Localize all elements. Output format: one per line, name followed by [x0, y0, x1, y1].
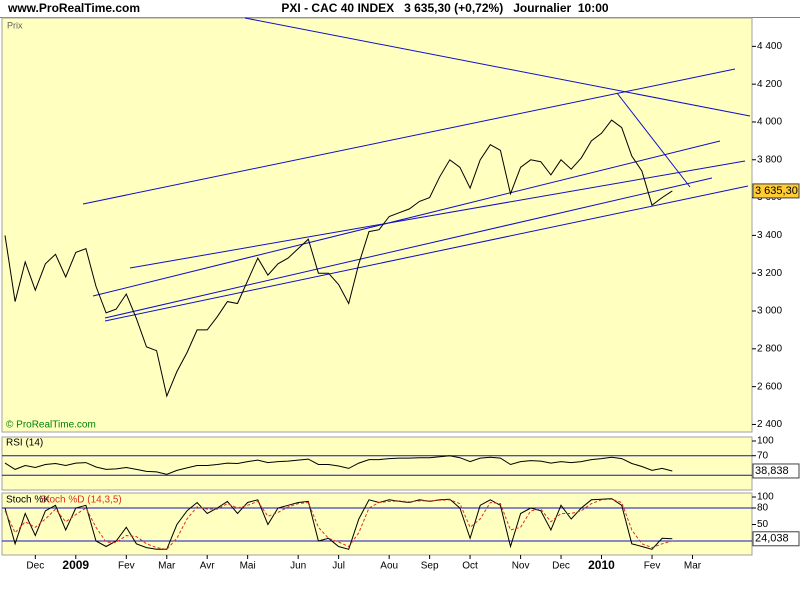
value-tag: 24,038: [755, 533, 789, 545]
y-tick-label: 2 400: [757, 419, 782, 430]
series-line: [4, 119, 673, 398]
x-tick-label: Dec: [552, 561, 570, 572]
x-tick-label: Fev: [644, 561, 661, 572]
trend-line: [244, 17, 751, 117]
trend-line: [104, 177, 713, 319]
y-tick-label: 4 200: [757, 79, 782, 90]
legend-label: Stoch %D (14,3,5): [40, 495, 122, 506]
y-tick-label: 2 800: [757, 343, 782, 354]
x-tick-label: Aou: [380, 561, 398, 572]
y-tick-label: 2 600: [757, 381, 782, 392]
x-tick-label: 2010: [588, 558, 615, 572]
x-tick-label: Fev: [118, 561, 135, 572]
rsi-panel: [1, 436, 753, 491]
y-tick-label: 100: [757, 436, 774, 447]
series-line: [4, 498, 673, 550]
y-tick-label: 80: [757, 503, 769, 514]
y-tick-label: 3 800: [757, 154, 782, 165]
x-tick-label: 2009: [62, 558, 89, 572]
y-tick-label: 100: [757, 492, 774, 503]
legend-label: Stoch %K: [6, 495, 50, 506]
panel-title: RSI (14): [6, 438, 43, 449]
source: www.ProRealTime.com: [7, 1, 140, 15]
x-tick-label: Mai: [240, 561, 256, 572]
x-tick-label: Jul: [332, 561, 345, 572]
y-tick-label: 3 400: [757, 230, 782, 241]
trend-lines: [82, 17, 751, 322]
y-tick-label: 3 200: [757, 268, 782, 279]
value-tag-box: [752, 463, 800, 479]
x-tick-label: Sep: [421, 561, 439, 572]
value-tag: 3 635,30: [755, 185, 798, 197]
value-tag-box: [752, 531, 800, 547]
x-tick-label: Dec: [26, 561, 44, 572]
chart-title: PXI - CAC 40 INDEX 3 635,30 (+0,72%) Jou…: [281, 1, 608, 15]
x-tick-label: Oct: [462, 561, 478, 572]
x-tick-label: Nov: [512, 561, 530, 572]
y-tick-label: 3 000: [757, 306, 782, 317]
x-tick-label: Jun: [290, 561, 306, 572]
x-tick-label: Avr: [200, 561, 215, 572]
trend-line: [616, 92, 691, 188]
trend-line: [92, 140, 721, 297]
trend-line: [129, 160, 746, 269]
x-tick-label: Mar: [684, 561, 702, 572]
series-line: [4, 455, 673, 475]
trend-line: [82, 68, 736, 205]
y-tick-label: 50: [757, 519, 769, 530]
watermark: © ProRealTime.com: [6, 420, 96, 431]
y-tick-label: 4 000: [757, 117, 782, 128]
y-axis-label: Prix: [7, 20, 23, 30]
x-tick-label: Mar: [158, 561, 176, 572]
value-tag: 38,838: [755, 465, 789, 477]
trend-line: [104, 185, 749, 322]
value-tag-box: [752, 183, 800, 199]
y-tick-label: 70: [757, 450, 769, 461]
y-tick-label: 4 400: [757, 41, 782, 52]
